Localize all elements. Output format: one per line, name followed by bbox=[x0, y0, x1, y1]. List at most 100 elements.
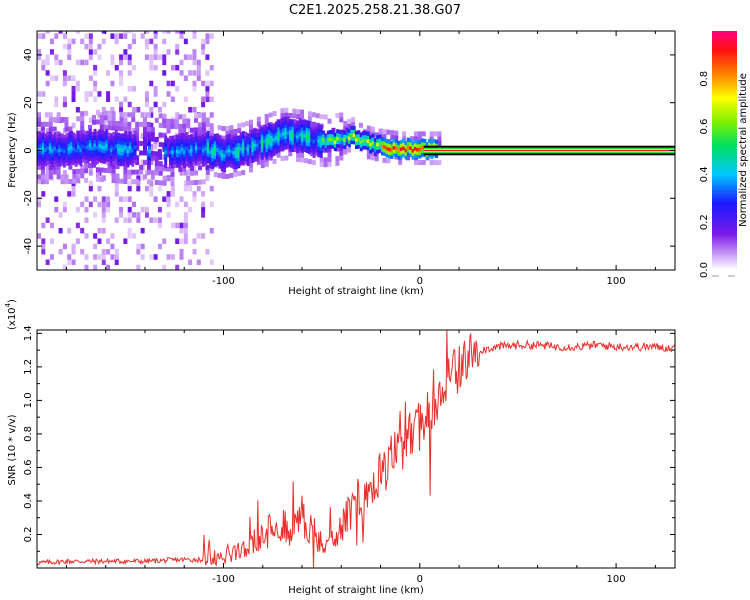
spectrogram-cell bbox=[107, 139, 111, 144]
spectrogram-cell bbox=[52, 126, 57, 132]
spectrogram-cell bbox=[153, 196, 158, 202]
spectrogram-cell bbox=[183, 238, 188, 244]
spectrogram-cell bbox=[260, 126, 264, 131]
spectrogram-cell bbox=[126, 145, 130, 150]
spectrogram-cell bbox=[305, 127, 309, 132]
spectrogram-cell bbox=[397, 151, 401, 156]
spectrogram-cell bbox=[225, 152, 229, 157]
spectrogram-cell bbox=[260, 134, 264, 139]
spectrogram-cell bbox=[272, 152, 276, 157]
spectrogram-cell bbox=[88, 139, 92, 144]
spectrogram-cell bbox=[310, 141, 314, 146]
spectrogram-cell bbox=[279, 143, 283, 148]
spectrogram-cell bbox=[62, 145, 66, 150]
spectrogram-cell bbox=[300, 123, 304, 128]
spectrogram-cell bbox=[192, 107, 197, 113]
spectrogram-cell bbox=[67, 139, 71, 144]
spectrogram-cell bbox=[62, 80, 67, 87]
spectrogram-cell bbox=[110, 144, 114, 149]
spectrogram-cell bbox=[263, 128, 267, 133]
spectrogram-cell bbox=[79, 137, 83, 142]
spectrogram-cell bbox=[413, 139, 417, 144]
spectrogram-cell bbox=[58, 212, 63, 218]
spectrogram-cell bbox=[319, 143, 323, 148]
spectrogram-cell bbox=[267, 148, 271, 153]
spectrogram-cell bbox=[58, 59, 63, 66]
spectrogram-cell bbox=[209, 185, 214, 192]
spectrogram-cell bbox=[106, 96, 111, 102]
spectrogram-cell bbox=[411, 144, 415, 149]
spectrogram-cell bbox=[327, 156, 332, 162]
spectrogram-cell bbox=[62, 206, 67, 213]
spectrogram-cell bbox=[437, 136, 442, 142]
spectrogram-cell bbox=[65, 140, 69, 145]
spectrogram-cell bbox=[157, 206, 162, 213]
spectrogram-cell bbox=[102, 159, 106, 164]
spectrogram-cell bbox=[352, 133, 356, 138]
spectrogram-cell bbox=[260, 137, 264, 142]
spectrogram-cell bbox=[93, 150, 97, 155]
spectrogram-cell bbox=[225, 134, 229, 139]
spectrogram-cell bbox=[296, 113, 301, 119]
spectrogram-cell bbox=[106, 238, 111, 244]
spectrogram-cell bbox=[153, 31, 158, 34]
spectrogram-cell bbox=[173, 135, 177, 140]
spectrogram-cell bbox=[239, 139, 243, 144]
spectrogram-cell bbox=[201, 206, 206, 213]
spectrogram-cell bbox=[249, 119, 254, 125]
y-tick-label: 1.0 bbox=[23, 392, 34, 408]
spectrogram-cell bbox=[71, 96, 76, 102]
colorbar-label: Normalized spectral amplitude bbox=[738, 73, 749, 227]
spectrogram-cell bbox=[45, 54, 50, 60]
spectrogram-cell bbox=[72, 139, 76, 144]
spectrogram-cell bbox=[88, 153, 92, 158]
spectrogram-cell bbox=[345, 142, 349, 147]
spectrogram-cell bbox=[131, 144, 135, 149]
spectrogram-cell bbox=[105, 139, 109, 144]
spectrogram-cell bbox=[37, 179, 41, 185]
spectrogram-cell bbox=[272, 144, 276, 149]
spectrogram-cell bbox=[178, 160, 182, 165]
spectrogram-cell bbox=[284, 131, 288, 136]
spectrogram-cell bbox=[107, 125, 112, 131]
spectrogram-cell bbox=[291, 147, 295, 152]
spectrogram-cell bbox=[123, 117, 128, 124]
spectrogram-cell bbox=[192, 164, 197, 171]
spectrogram-cell bbox=[204, 150, 208, 155]
spectrogram-cell bbox=[114, 158, 118, 163]
spectrogram-cell bbox=[253, 146, 257, 151]
spectrogram-cell bbox=[329, 133, 333, 138]
spectrogram-cell bbox=[107, 157, 111, 162]
spectrogram-cell bbox=[223, 143, 227, 148]
spectrogram-cell bbox=[49, 49, 54, 55]
spectrogram-cell bbox=[131, 179, 136, 185]
spectrogram-cell bbox=[421, 160, 426, 166]
spectrogram-cell bbox=[194, 149, 198, 154]
spectrogram-cell bbox=[149, 180, 154, 187]
spectrogram-cell bbox=[194, 127, 199, 133]
spectrogram-cell bbox=[211, 136, 215, 141]
spectrogram-cell bbox=[411, 155, 415, 160]
spectrogram-cell bbox=[211, 154, 215, 159]
spectrogram-cell bbox=[175, 112, 180, 118]
spectrogram-cell bbox=[62, 149, 66, 154]
spectrogram-cell bbox=[127, 185, 132, 192]
spectrogram-cell bbox=[71, 248, 76, 255]
spectrogram-cell bbox=[144, 206, 149, 213]
spectrogram-cell bbox=[205, 38, 210, 45]
spectrogram-cell bbox=[67, 43, 72, 50]
spectrogram-cell bbox=[264, 123, 269, 129]
spectrogram-cell bbox=[166, 191, 171, 197]
spectrogram-cell bbox=[201, 112, 206, 118]
spectrogram-cell bbox=[286, 134, 290, 139]
spectrogram-cell bbox=[284, 107, 289, 113]
spectrogram-cell bbox=[158, 161, 163, 167]
spectrogram-cell bbox=[437, 131, 442, 137]
spectrogram-cell bbox=[164, 157, 168, 162]
spectrogram-cell bbox=[409, 136, 414, 142]
spectrogram-cell bbox=[95, 156, 99, 161]
spectrogram-cell bbox=[199, 156, 203, 161]
spectrogram-cell bbox=[336, 136, 340, 141]
spectrogram-cell bbox=[394, 135, 399, 141]
